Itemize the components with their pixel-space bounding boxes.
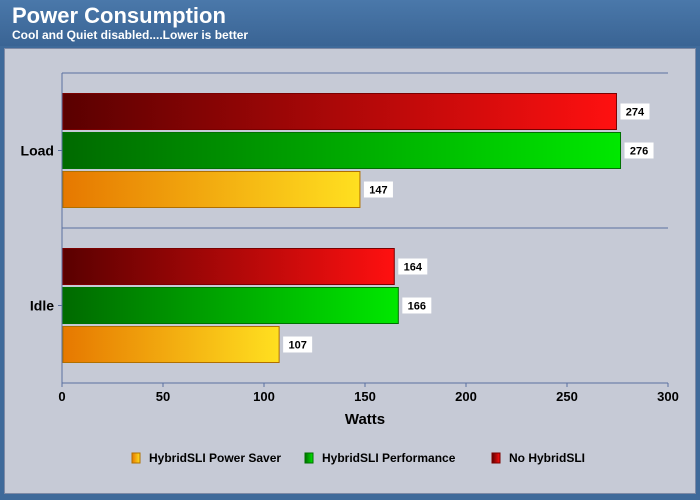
bar [62,93,617,130]
bar [62,132,622,169]
legend-label: HybridSLI Performance [322,451,456,465]
x-tick-label: 250 [556,389,578,404]
bar [62,248,395,285]
x-tick-label: 200 [455,389,477,404]
category-label: Idle [30,298,54,314]
data-label: 147 [369,185,387,197]
bar-layer: 274 276 147 164 166 107 [62,93,654,363]
legend-label: HybridSLI Power Saver [149,451,281,465]
x-tick-label: 100 [253,389,275,404]
data-label-box [624,142,654,159]
data-label: 107 [288,340,306,352]
bar [62,171,361,208]
data-label-box [402,297,432,314]
x-tick-label: 300 [657,389,679,404]
legend-label: No HybridSLI [509,451,585,465]
x-tick-label: 150 [354,389,376,404]
bar [62,326,280,363]
legend-swatch [491,452,501,464]
x-tick-label: 50 [156,389,170,404]
data-label: 166 [408,301,426,313]
data-label-box [283,336,313,353]
axis-layer: 0 50 100 150 200 250 300 Load Idle [21,73,679,404]
x-tick-label: 0 [58,389,65,404]
data-label: 276 [630,146,648,158]
data-label-box [363,181,393,198]
legend-swatch [304,452,314,464]
chart-title: Power Consumption [12,3,226,28]
chart-subtitle: Cool and Quiet disabled....Lower is bett… [12,28,249,42]
data-label: 164 [404,262,423,274]
chart-header: Power Consumption Cool and Quiet disable… [0,0,700,46]
data-label-box [620,103,650,120]
category-label: Load [21,143,54,159]
data-label-box [398,258,428,275]
x-axis-title: Watts [345,411,385,428]
legend-swatch [131,452,141,464]
bar [62,287,399,324]
legend: HybridSLI Power Saver HybridSLI Performan… [131,451,585,465]
data-label: 274 [626,107,645,119]
